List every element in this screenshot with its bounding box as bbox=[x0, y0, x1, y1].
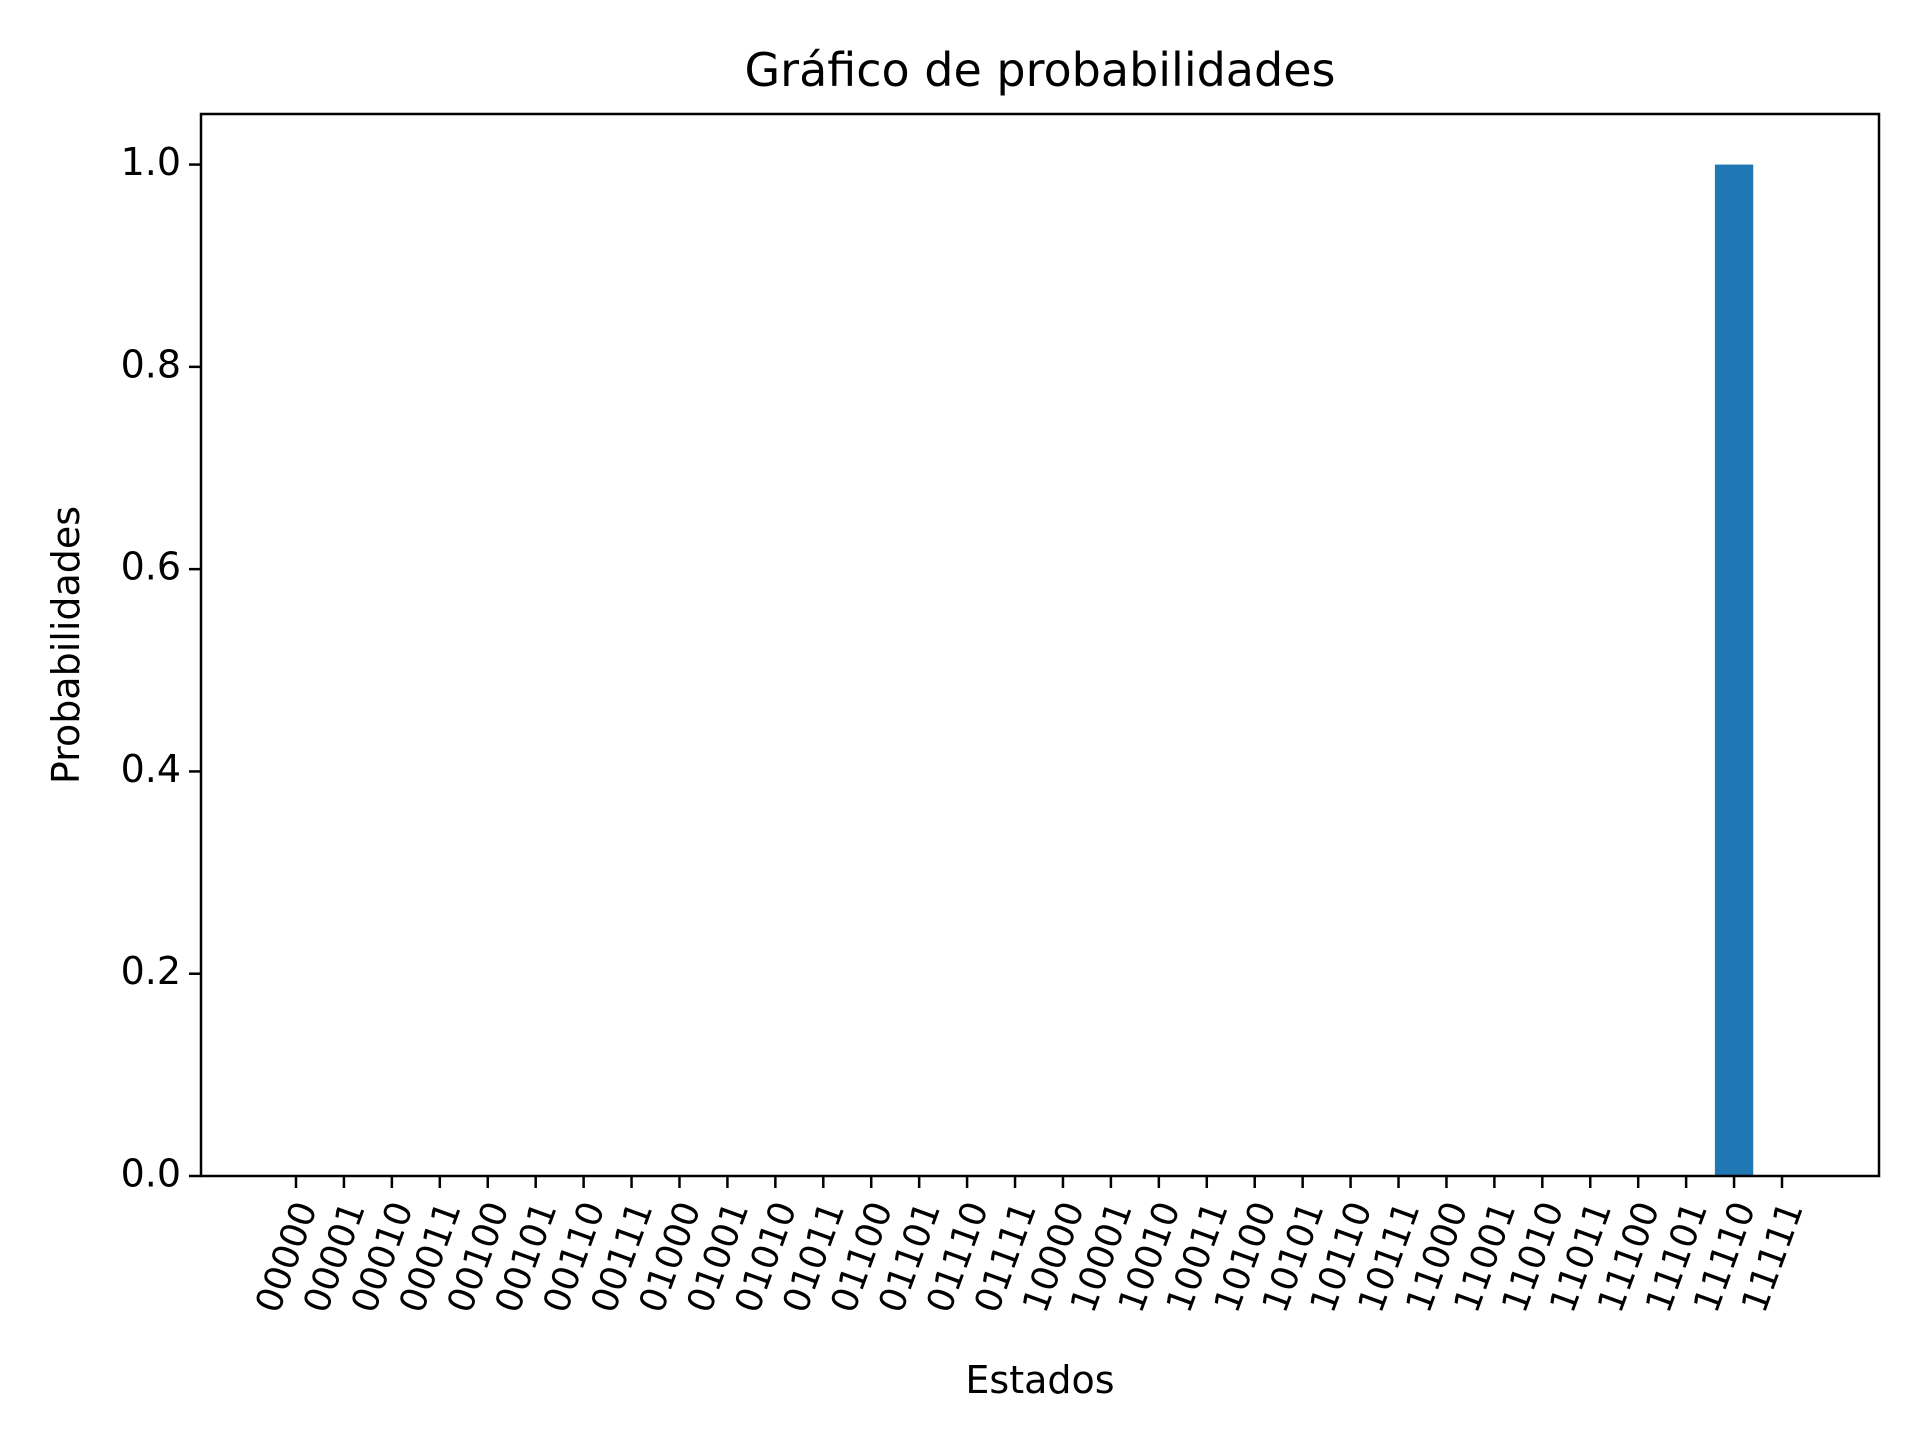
y-tick-label-0.8: 0.8 bbox=[121, 342, 181, 386]
bars-group bbox=[1714, 164, 1754, 1176]
axes-frame bbox=[199, 112, 1881, 1178]
x-axis-label: Estados bbox=[965, 1358, 1114, 1402]
y-axis-label: Probabilidades bbox=[44, 506, 88, 784]
y-tick-label-0.0: 0.0 bbox=[121, 1152, 181, 1196]
y-tick-label-0.4: 0.4 bbox=[121, 747, 181, 791]
y-tick-label-0.2: 0.2 bbox=[121, 949, 181, 993]
y-tick-label-1.0: 1.0 bbox=[121, 140, 181, 184]
chart-title: Gráfico de probabilidades bbox=[745, 43, 1336, 97]
bar-11110 bbox=[1714, 164, 1754, 1176]
y-tick-label-0.6: 0.6 bbox=[121, 545, 181, 589]
y-axis-ticks: 0.0 0.2 0.4 0.6 0.8 1.0 bbox=[121, 140, 201, 1196]
